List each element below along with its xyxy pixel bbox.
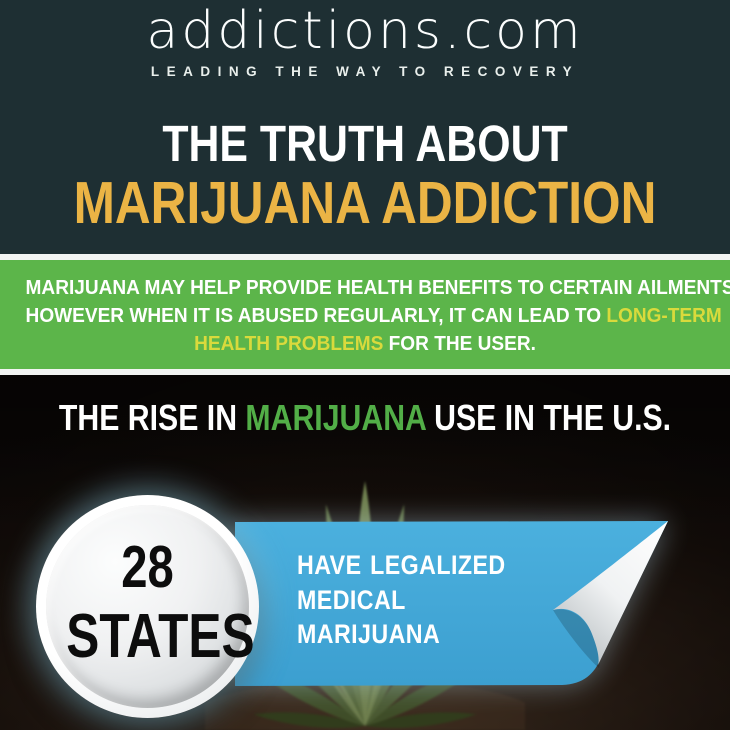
intro-line2-text: HOWEVER WHEN IT IS ABUSED REGULARLY, IT …	[25, 304, 607, 327]
intro-line1: MARIJUANA MAY HELP PROVIDE HEALTH BENEFI…	[26, 274, 730, 302]
ribbon-line: MEDICAL	[297, 584, 406, 615]
stat-ribbon	[235, 521, 668, 686]
stat-badge: 28 STATES	[36, 495, 259, 718]
headline-green-word: MARIJUANA	[245, 397, 426, 438]
ribbon-text: HAVE LEGALIZED MEDICAL MARIJUANA	[297, 548, 540, 652]
intro-line3-highlight: HEALTH PROBLEMS	[194, 332, 384, 355]
intro-line2: HOWEVER WHEN IT IS ABUSED REGULARLY, IT …	[25, 302, 722, 330]
stat-value-text: 28	[121, 534, 174, 600]
intro-band	[0, 260, 730, 369]
header-section: addictions.com LEADING THE WAY TO RECOVE…	[0, 0, 730, 254]
title-line1-text: THE TRUTH ABOUT	[162, 115, 568, 172]
divider-line-top	[0, 254, 730, 260]
title-line2-text: MARIJUANA ADDICTION	[73, 170, 657, 236]
stat-unit-text: STATES	[66, 602, 255, 671]
section-headline-text: THE RISE IN MARIJUANA USE IN THE U.S.	[58, 396, 671, 440]
headline-post: USE IN THE U.S.	[425, 397, 672, 438]
headline-pre: THE RISE IN	[58, 397, 246, 438]
page-curl	[553, 521, 668, 665]
stat-value: 28	[46, 537, 249, 597]
intro-paragraph: MARIJUANA MAY HELP PROVIDE HEALTH BENEFI…	[0, 274, 730, 358]
site-tagline: LEADING THE WAY TO RECOVERY	[150, 64, 580, 79]
divider-line-bottom	[0, 369, 730, 375]
intro-line1-text: MARIJUANA MAY HELP PROVIDE HEALTH BENEFI…	[25, 276, 730, 299]
stat-badge-inner: 28 STATES	[46, 505, 255, 708]
stat-unit: STATES	[46, 602, 255, 671]
section-headline: THE RISE IN MARIJUANA USE IN THE U.S.	[0, 396, 730, 440]
infographic-title-line1: THE TRUTH ABOUT	[0, 116, 730, 172]
intro-line2-highlight: LONG-TERM	[606, 304, 722, 327]
ribbon-line: MARIJUANA	[297, 619, 441, 650]
ribbon-line: HAVE LEGALIZED	[297, 550, 506, 580]
intro-line3-text: FOR THE USER.	[383, 332, 536, 355]
page-curl-shadow	[553, 609, 600, 668]
ribbon-body	[235, 521, 668, 686]
site-logo: addictions.com	[146, 1, 584, 61]
infographic-title-line2: MARIJUANA ADDICTION	[0, 171, 730, 235]
intro-line3: HEALTH PROBLEMS FOR THE USER.	[26, 330, 705, 358]
